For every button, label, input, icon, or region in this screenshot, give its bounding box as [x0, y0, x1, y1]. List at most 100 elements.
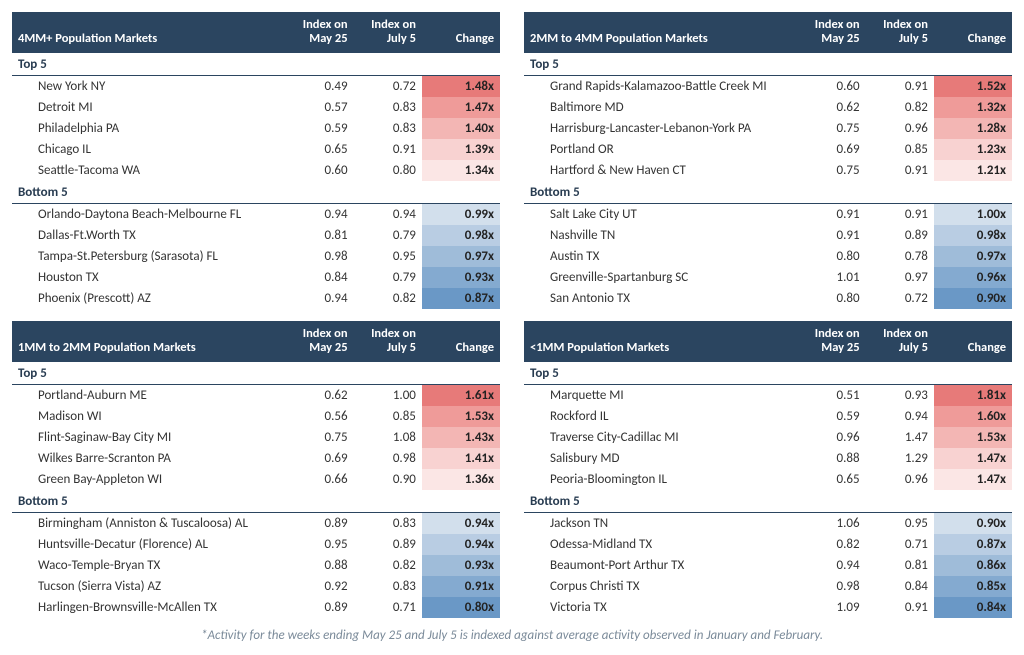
index-may25: 0.66 [285, 469, 353, 490]
table-row: Salisbury MD0.881.291.47x [524, 448, 1012, 469]
index-july5: 1.47 [866, 427, 934, 448]
col-header-july5: Index onJuly 5 [866, 321, 934, 362]
index-may25: 0.75 [797, 118, 865, 139]
index-july5: 0.96 [866, 469, 934, 490]
market-name: Salt Lake City UT [524, 203, 797, 225]
change-value: 0.99x [422, 203, 500, 225]
index-may25: 0.59 [797, 406, 865, 427]
change-value: 0.94x [422, 534, 500, 555]
market-table: 2MM to 4MM Population MarketsIndex onMay… [524, 12, 1012, 309]
change-value: 0.80x [422, 597, 500, 618]
market-name: Detroit MI [12, 97, 285, 118]
table-row: Waco-Temple-Bryan TX0.880.820.93x [12, 555, 500, 576]
index-july5: 0.91 [866, 160, 934, 181]
market-name: Phoenix (Prescott) AZ [12, 288, 285, 309]
market-name: Odessa-Midland TX [524, 534, 797, 555]
index-july5: 0.79 [354, 225, 422, 246]
change-value: 0.87x [422, 288, 500, 309]
table-row: Orlando-Daytona Beach-Melbourne FL0.940.… [12, 203, 500, 225]
index-may25: 0.98 [285, 246, 353, 267]
index-july5: 0.83 [354, 118, 422, 139]
change-value: 1.28x [934, 118, 1012, 139]
market-name: Nashville TN [524, 225, 797, 246]
market-name: Corpus Christi TX [524, 576, 797, 597]
change-value: 1.40x [422, 118, 500, 139]
col-header-change: Change [934, 12, 1012, 53]
section-header: Bottom 5 [12, 490, 500, 513]
index-may25: 0.92 [285, 576, 353, 597]
index-july5: 1.08 [354, 427, 422, 448]
index-may25: 0.91 [797, 203, 865, 225]
market-name: Peoria-Bloomington IL [524, 469, 797, 490]
market-name: Traverse City-Cadillac MI [524, 427, 797, 448]
table-title: 1MM to 2MM Population Markets [12, 321, 285, 362]
table-row: Marquette MI0.510.931.81x [524, 384, 1012, 406]
index-may25: 0.69 [797, 139, 865, 160]
table-row: Rockford IL0.590.941.60x [524, 406, 1012, 427]
index-may25: 0.62 [797, 97, 865, 118]
index-july5: 0.97 [866, 267, 934, 288]
market-name: Portland-Auburn ME [12, 384, 285, 406]
table-row: Traverse City-Cadillac MI0.961.471.53x [524, 427, 1012, 448]
index-may25: 0.51 [797, 384, 865, 406]
change-value: 0.96x [934, 267, 1012, 288]
table-row: Madison WI0.560.851.53x [12, 406, 500, 427]
index-july5: 0.79 [354, 267, 422, 288]
table-row: Tampa-St.Petersburg (Sarasota) FL0.980.9… [12, 246, 500, 267]
market-name: Tampa-St.Petersburg (Sarasota) FL [12, 246, 285, 267]
section-header: Top 5 [12, 362, 500, 385]
table-row: Peoria-Bloomington IL0.650.961.47x [524, 469, 1012, 490]
market-name: Harrisburg-Lancaster-Lebanon-York PA [524, 118, 797, 139]
table-title: 4MM+ Population Markets [12, 12, 285, 53]
index-may25: 0.80 [797, 288, 865, 309]
index-july5: 0.72 [354, 75, 422, 97]
table-row: Philadelphia PA0.590.831.40x [12, 118, 500, 139]
change-value: 0.97x [934, 246, 1012, 267]
change-value: 1.34x [422, 160, 500, 181]
index-july5: 0.83 [354, 512, 422, 534]
index-july5: 0.84 [866, 576, 934, 597]
change-value: 0.85x [934, 576, 1012, 597]
table-row: Greenville-Spartanburg SC1.010.970.96x [524, 267, 1012, 288]
market-name: New York NY [12, 75, 285, 97]
table-row: Phoenix (Prescott) AZ0.940.820.87x [12, 288, 500, 309]
change-value: 1.47x [934, 448, 1012, 469]
col-header-change: Change [422, 12, 500, 53]
change-value: 0.91x [422, 576, 500, 597]
index-july5: 0.80 [354, 160, 422, 181]
section-label: Bottom 5 [524, 490, 1012, 513]
index-may25: 0.69 [285, 448, 353, 469]
table-title: <1MM Population Markets [524, 321, 797, 362]
change-value: 1.53x [934, 427, 1012, 448]
index-july5: 0.83 [354, 576, 422, 597]
index-july5: 0.95 [354, 246, 422, 267]
market-name: Wilkes Barre-Scranton PA [12, 448, 285, 469]
table-row: Seattle-Tacoma WA0.600.801.34x [12, 160, 500, 181]
market-name: Flint-Saginaw-Bay City MI [12, 427, 285, 448]
index-may25: 0.98 [797, 576, 865, 597]
index-may25: 0.89 [285, 512, 353, 534]
market-name: Orlando-Daytona Beach-Melbourne FL [12, 203, 285, 225]
market-name: Portland OR [524, 139, 797, 160]
change-value: 0.90x [934, 512, 1012, 534]
market-name: Huntsville-Decatur (Florence) AL [12, 534, 285, 555]
panel-grid: 4MM+ Population Markets Index onMay 25 Ind… [12, 12, 1012, 618]
index-july5: 0.85 [354, 406, 422, 427]
market-name: Austin TX [524, 246, 797, 267]
index-july5: 0.90 [354, 469, 422, 490]
change-value: 1.23x [934, 139, 1012, 160]
index-july5: 0.91 [866, 75, 934, 97]
section-header: Bottom 5 [12, 181, 500, 204]
table-row: Detroit MI0.570.831.47x [12, 97, 500, 118]
col-header-may25: Index onMay 25 [797, 12, 865, 53]
index-july5: 0.96 [866, 118, 934, 139]
section-label: Top 5 [524, 53, 1012, 76]
index-july5: 0.78 [866, 246, 934, 267]
table-row: Austin TX0.800.780.97x [524, 246, 1012, 267]
change-value: 1.81x [934, 384, 1012, 406]
index-may25: 0.94 [285, 288, 353, 309]
index-july5: 0.71 [866, 534, 934, 555]
table-row: Dallas-Ft.Worth TX0.810.790.98x [12, 225, 500, 246]
section-label: Top 5 [12, 53, 500, 76]
market-table: 1MM to 2MM Population MarketsIndex onMay… [12, 321, 500, 618]
